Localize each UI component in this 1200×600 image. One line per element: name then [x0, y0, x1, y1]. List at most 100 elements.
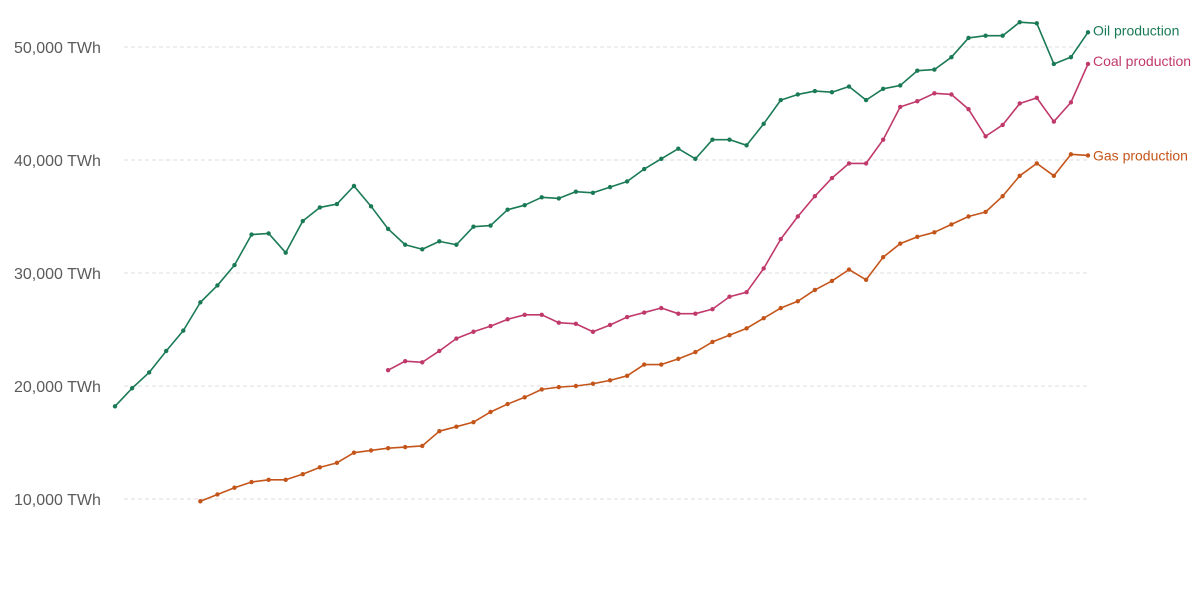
- data-point-oil-production-2009[interactable]: [863, 97, 869, 103]
- data-point-gas-production-2019[interactable]: [1034, 161, 1039, 166]
- data-point-coal-production-1997[interactable]: [659, 305, 664, 311]
- data-point-oil-production-1971[interactable]: [215, 283, 220, 288]
- data-point-gas-production-1993[interactable]: [590, 381, 596, 386]
- data-point-oil-production-1984[interactable]: [437, 239, 442, 244]
- data-point-oil-production-2000[interactable]: [710, 137, 715, 142]
- data-point-oil-production-2004[interactable]: [778, 97, 783, 103]
- data-point-oil-production-1978[interactable]: [334, 201, 340, 207]
- data-point-oil-production-1997[interactable]: [659, 156, 664, 162]
- data-point-coal-production-1993[interactable]: [590, 329, 596, 334]
- data-point-oil-production-1999[interactable]: [693, 156, 698, 162]
- data-point-gas-production-2016[interactable]: [983, 209, 988, 215]
- data-point-gas-production-1980[interactable]: [368, 448, 374, 453]
- data-point-oil-production-1967[interactable]: [146, 370, 152, 375]
- data-point-oil-production-1989[interactable]: [522, 203, 527, 208]
- data-point-coal-production-2003[interactable]: [761, 266, 766, 271]
- data-point-coal-production-2005[interactable]: [795, 214, 801, 219]
- data-point-gas-production-1970[interactable]: [198, 499, 203, 504]
- data-point-oil-production-2015[interactable]: [966, 35, 971, 41]
- data-point-coal-production-2007[interactable]: [829, 175, 835, 181]
- data-point-oil-production-2014[interactable]: [949, 54, 954, 60]
- data-point-oil-production-1979[interactable]: [351, 183, 357, 189]
- data-point-coal-production-2021[interactable]: [1068, 100, 1074, 105]
- data-point-coal-production-2015[interactable]: [966, 106, 971, 112]
- data-point-oil-production-2017[interactable]: [1000, 33, 1005, 38]
- data-point-coal-production-1999[interactable]: [693, 311, 698, 316]
- data-point-coal-production-1995[interactable]: [624, 314, 630, 320]
- data-point-gas-production-2022[interactable]: [1085, 153, 1091, 158]
- data-point-oil-production-1977[interactable]: [317, 205, 323, 210]
- data-point-gas-production-1973[interactable]: [249, 479, 254, 485]
- data-point-coal-production-1989[interactable]: [522, 312, 527, 318]
- data-point-gas-production-2010[interactable]: [880, 254, 886, 260]
- data-point-coal-production-1998[interactable]: [676, 311, 681, 316]
- data-point-coal-production-1985[interactable]: [454, 336, 459, 341]
- data-point-oil-production-1987[interactable]: [488, 223, 493, 228]
- data-point-coal-production-2001[interactable]: [727, 294, 732, 299]
- data-point-oil-production-2005[interactable]: [795, 92, 801, 97]
- data-point-gas-production-2008[interactable]: [846, 267, 852, 272]
- data-point-gas-production-1985[interactable]: [454, 424, 459, 429]
- data-point-oil-production-1965[interactable]: [112, 404, 118, 409]
- data-point-oil-production-1990[interactable]: [539, 195, 544, 200]
- data-point-coal-production-2012[interactable]: [915, 99, 920, 104]
- data-point-gas-production-1999[interactable]: [693, 349, 698, 355]
- data-point-gas-production-2001[interactable]: [727, 332, 732, 338]
- data-point-gas-production-2020[interactable]: [1051, 173, 1057, 179]
- data-point-gas-production-1997[interactable]: [659, 362, 664, 367]
- data-point-gas-production-1990[interactable]: [539, 387, 544, 392]
- data-point-gas-production-1979[interactable]: [351, 450, 357, 455]
- data-point-gas-production-1987[interactable]: [488, 409, 493, 415]
- data-point-oil-production-1996[interactable]: [641, 166, 647, 172]
- data-point-coal-production-1991[interactable]: [556, 320, 562, 325]
- data-point-coal-production-2017[interactable]: [1000, 122, 1005, 128]
- data-point-oil-production-2011[interactable]: [898, 83, 903, 88]
- data-point-oil-production-2021[interactable]: [1068, 54, 1074, 60]
- data-point-coal-production-2016[interactable]: [983, 134, 988, 139]
- data-point-gas-production-1991[interactable]: [556, 384, 562, 390]
- data-point-gas-production-1998[interactable]: [676, 356, 681, 362]
- data-point-oil-production-1986[interactable]: [471, 224, 476, 229]
- data-point-gas-production-1989[interactable]: [522, 395, 527, 400]
- data-point-oil-production-1994[interactable]: [607, 184, 613, 190]
- data-point-oil-production-2008[interactable]: [846, 84, 852, 89]
- data-point-oil-production-1968[interactable]: [164, 348, 169, 354]
- data-point-oil-production-2003[interactable]: [761, 121, 766, 127]
- data-point-coal-production-2011[interactable]: [898, 104, 903, 110]
- data-point-coal-production-1988[interactable]: [505, 317, 510, 322]
- data-point-oil-production-2002[interactable]: [744, 143, 749, 148]
- data-point-gas-production-2004[interactable]: [778, 305, 783, 311]
- data-point-gas-production-1994[interactable]: [607, 378, 613, 383]
- data-point-oil-production-1969[interactable]: [181, 328, 186, 333]
- data-point-gas-production-2021[interactable]: [1068, 152, 1074, 157]
- data-point-oil-production-2019[interactable]: [1034, 21, 1039, 26]
- data-point-oil-production-1981[interactable]: [385, 226, 391, 232]
- data-point-oil-production-2013[interactable]: [932, 67, 937, 72]
- data-point-oil-production-1998[interactable]: [676, 146, 681, 151]
- data-point-coal-production-1996[interactable]: [641, 310, 647, 315]
- data-point-coal-production-2022[interactable]: [1085, 61, 1091, 67]
- data-point-gas-production-2007[interactable]: [829, 278, 835, 284]
- data-point-coal-production-1987[interactable]: [488, 323, 493, 329]
- data-point-coal-production-1982[interactable]: [402, 358, 408, 364]
- data-point-gas-production-2003[interactable]: [761, 316, 766, 321]
- data-point-oil-production-2020[interactable]: [1051, 61, 1057, 67]
- data-point-oil-production-1980[interactable]: [368, 204, 374, 209]
- data-point-gas-production-1992[interactable]: [573, 383, 579, 389]
- data-point-gas-production-1975[interactable]: [283, 477, 288, 482]
- data-point-coal-production-2019[interactable]: [1034, 95, 1039, 101]
- data-point-coal-production-1983[interactable]: [420, 360, 425, 365]
- data-point-coal-production-2018[interactable]: [1017, 101, 1022, 106]
- data-point-gas-production-1988[interactable]: [505, 401, 510, 407]
- data-point-coal-production-2004[interactable]: [778, 236, 783, 242]
- data-point-gas-production-1974[interactable]: [266, 477, 271, 482]
- data-point-oil-production-1973[interactable]: [249, 232, 254, 237]
- data-point-coal-production-1994[interactable]: [607, 322, 613, 328]
- data-point-oil-production-1966[interactable]: [129, 386, 135, 391]
- data-point-coal-production-1981[interactable]: [385, 367, 391, 373]
- data-point-oil-production-2016[interactable]: [983, 33, 988, 38]
- data-point-coal-production-1984[interactable]: [437, 348, 442, 354]
- data-point-gas-production-1983[interactable]: [420, 443, 425, 449]
- data-point-oil-production-1991[interactable]: [556, 196, 562, 201]
- data-point-gas-production-2000[interactable]: [710, 339, 715, 345]
